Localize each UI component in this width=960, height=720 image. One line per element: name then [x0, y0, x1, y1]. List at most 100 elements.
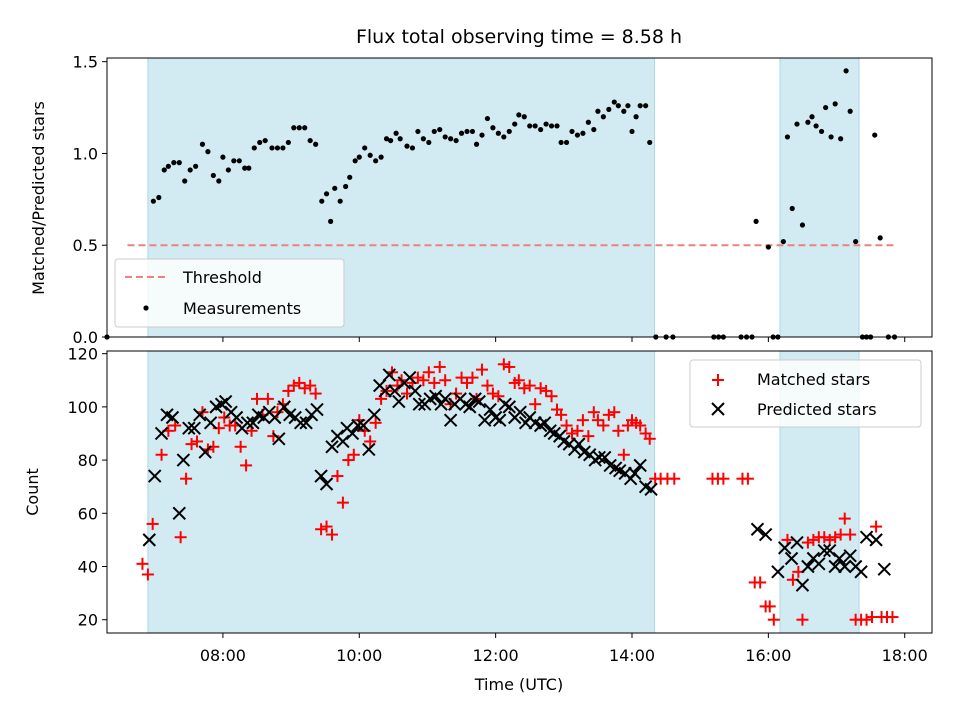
top-panel: 0.0 0.5 1.0 1.5 Matched/Predicted stars Thr…: [29, 53, 933, 347]
matched-star-point: [838, 512, 851, 525]
predicted-star-point: [187, 421, 201, 435]
predicted-star-point: [859, 530, 874, 544]
predicted-star-point: [176, 453, 191, 467]
measurement-point: [236, 158, 242, 164]
measurement-point: [633, 114, 639, 120]
matched-star-point: [545, 390, 558, 403]
matched-star-point: [518, 382, 531, 395]
predicted-star-point: [362, 442, 376, 457]
measurement-point: [847, 108, 853, 114]
matched-star-point: [566, 427, 578, 440]
predicted-star-point: [628, 466, 642, 481]
matched-star-point: [185, 438, 198, 451]
measurement-point: [362, 145, 368, 151]
legend-predicted-swatch: [711, 402, 725, 416]
matched-star-point: [560, 419, 573, 432]
matched-star-point: [534, 382, 547, 395]
matched-star-point: [512, 374, 525, 387]
measurement-point: [479, 132, 485, 138]
legend-matched-label: Matched stars: [757, 370, 870, 389]
measurement-point: [872, 132, 878, 138]
measurement-point: [302, 125, 308, 131]
measurement-point: [182, 178, 188, 184]
measurement-point: [409, 145, 416, 151]
matched-star-point: [369, 416, 382, 429]
bottom-x-axis: 08:00 10:00 12:00 14:00 16:00 18:00: [200, 633, 928, 665]
predicted-star-point: [758, 527, 773, 542]
measurement-point: [611, 99, 617, 105]
bottom-xtick-label: 14:00: [609, 646, 655, 665]
measurement-point: [809, 114, 815, 120]
matched-star-point: [191, 435, 203, 448]
measurement-point: [647, 139, 653, 146]
measurement-point: [521, 114, 527, 120]
measurement-point: [313, 141, 319, 147]
top-x-axis: [222, 337, 906, 342]
measurement-point: [813, 123, 819, 129]
bottom-xtick-label: 16:00: [745, 646, 791, 665]
matched-star-point: [801, 536, 814, 549]
measurement-point: [838, 136, 844, 142]
predicted-star-point: [633, 458, 647, 473]
predicted-star-point: [644, 482, 658, 497]
matched-star-point: [401, 387, 413, 400]
predicted-stars-series: [142, 368, 891, 592]
measurement-point: [591, 126, 597, 133]
matched-star-point: [643, 432, 656, 445]
measurement-point: [805, 119, 811, 125]
matched-star-point: [422, 366, 435, 379]
predicted-star-point: [598, 450, 612, 465]
measurement-point: [373, 158, 379, 164]
predicted-star-point: [378, 384, 392, 398]
measurement-point: [285, 139, 291, 146]
predicted-star-point: [198, 445, 212, 459]
predicted-star-point: [513, 405, 527, 419]
bottom-ytick-label: 60: [78, 504, 98, 523]
matched-star-point: [823, 533, 836, 546]
predicted-star-point: [203, 416, 218, 430]
matched-star-point: [741, 472, 754, 485]
measurement-point: [574, 132, 581, 138]
predicted-star-point: [268, 410, 282, 425]
matched-star-point: [342, 454, 355, 467]
bottom-ytick-label: 40: [78, 557, 98, 576]
measurement-point: [307, 137, 313, 144]
measurement-point: [784, 134, 791, 140]
measurement-point: [404, 143, 410, 149]
top-ytick-label: 0.0: [73, 328, 98, 347]
matched-star-point: [466, 371, 479, 384]
predicted-star-point: [246, 416, 260, 430]
measurement-point: [621, 108, 627, 114]
matched-star-point: [433, 360, 446, 373]
legend-measurements-label: Measurements: [183, 299, 301, 318]
legend-matched-swatch: [712, 374, 724, 386]
predicted-star-point: [493, 413, 507, 427]
measurement-point: [490, 125, 496, 131]
predicted-star-point: [869, 533, 883, 547]
predicted-star-point: [182, 421, 196, 435]
predicted-star-point: [319, 477, 334, 491]
measurement-point: [828, 134, 834, 140]
predicted-star-point: [148, 469, 162, 483]
measurement-point: [495, 130, 501, 136]
predicted-star-point: [367, 408, 381, 422]
matched-star-point: [529, 398, 542, 411]
matched-star-point: [717, 472, 730, 485]
measurement-point: [388, 137, 394, 144]
matched-star-point: [754, 576, 767, 589]
measurement-point: [156, 194, 162, 201]
predicted-star-point: [784, 551, 799, 566]
measurement-point: [347, 174, 353, 180]
legend-predicted-label: Predicted stars: [757, 400, 877, 419]
predicted-star-point: [229, 410, 244, 425]
predicted-star-point: [172, 506, 186, 520]
predicted-star-point: [193, 408, 207, 422]
predicted-star-point: [299, 416, 313, 430]
matched-star-point: [320, 520, 333, 533]
measurement-point: [615, 103, 621, 109]
measurement-point: [832, 101, 838, 107]
bottom-ytick-label: 80: [78, 451, 98, 470]
bottom-panel: 20 40 60 80 100 120 08:00 10:00 12:00 14:00 16:00…: [23, 345, 933, 694]
matched-star-point: [818, 531, 831, 544]
